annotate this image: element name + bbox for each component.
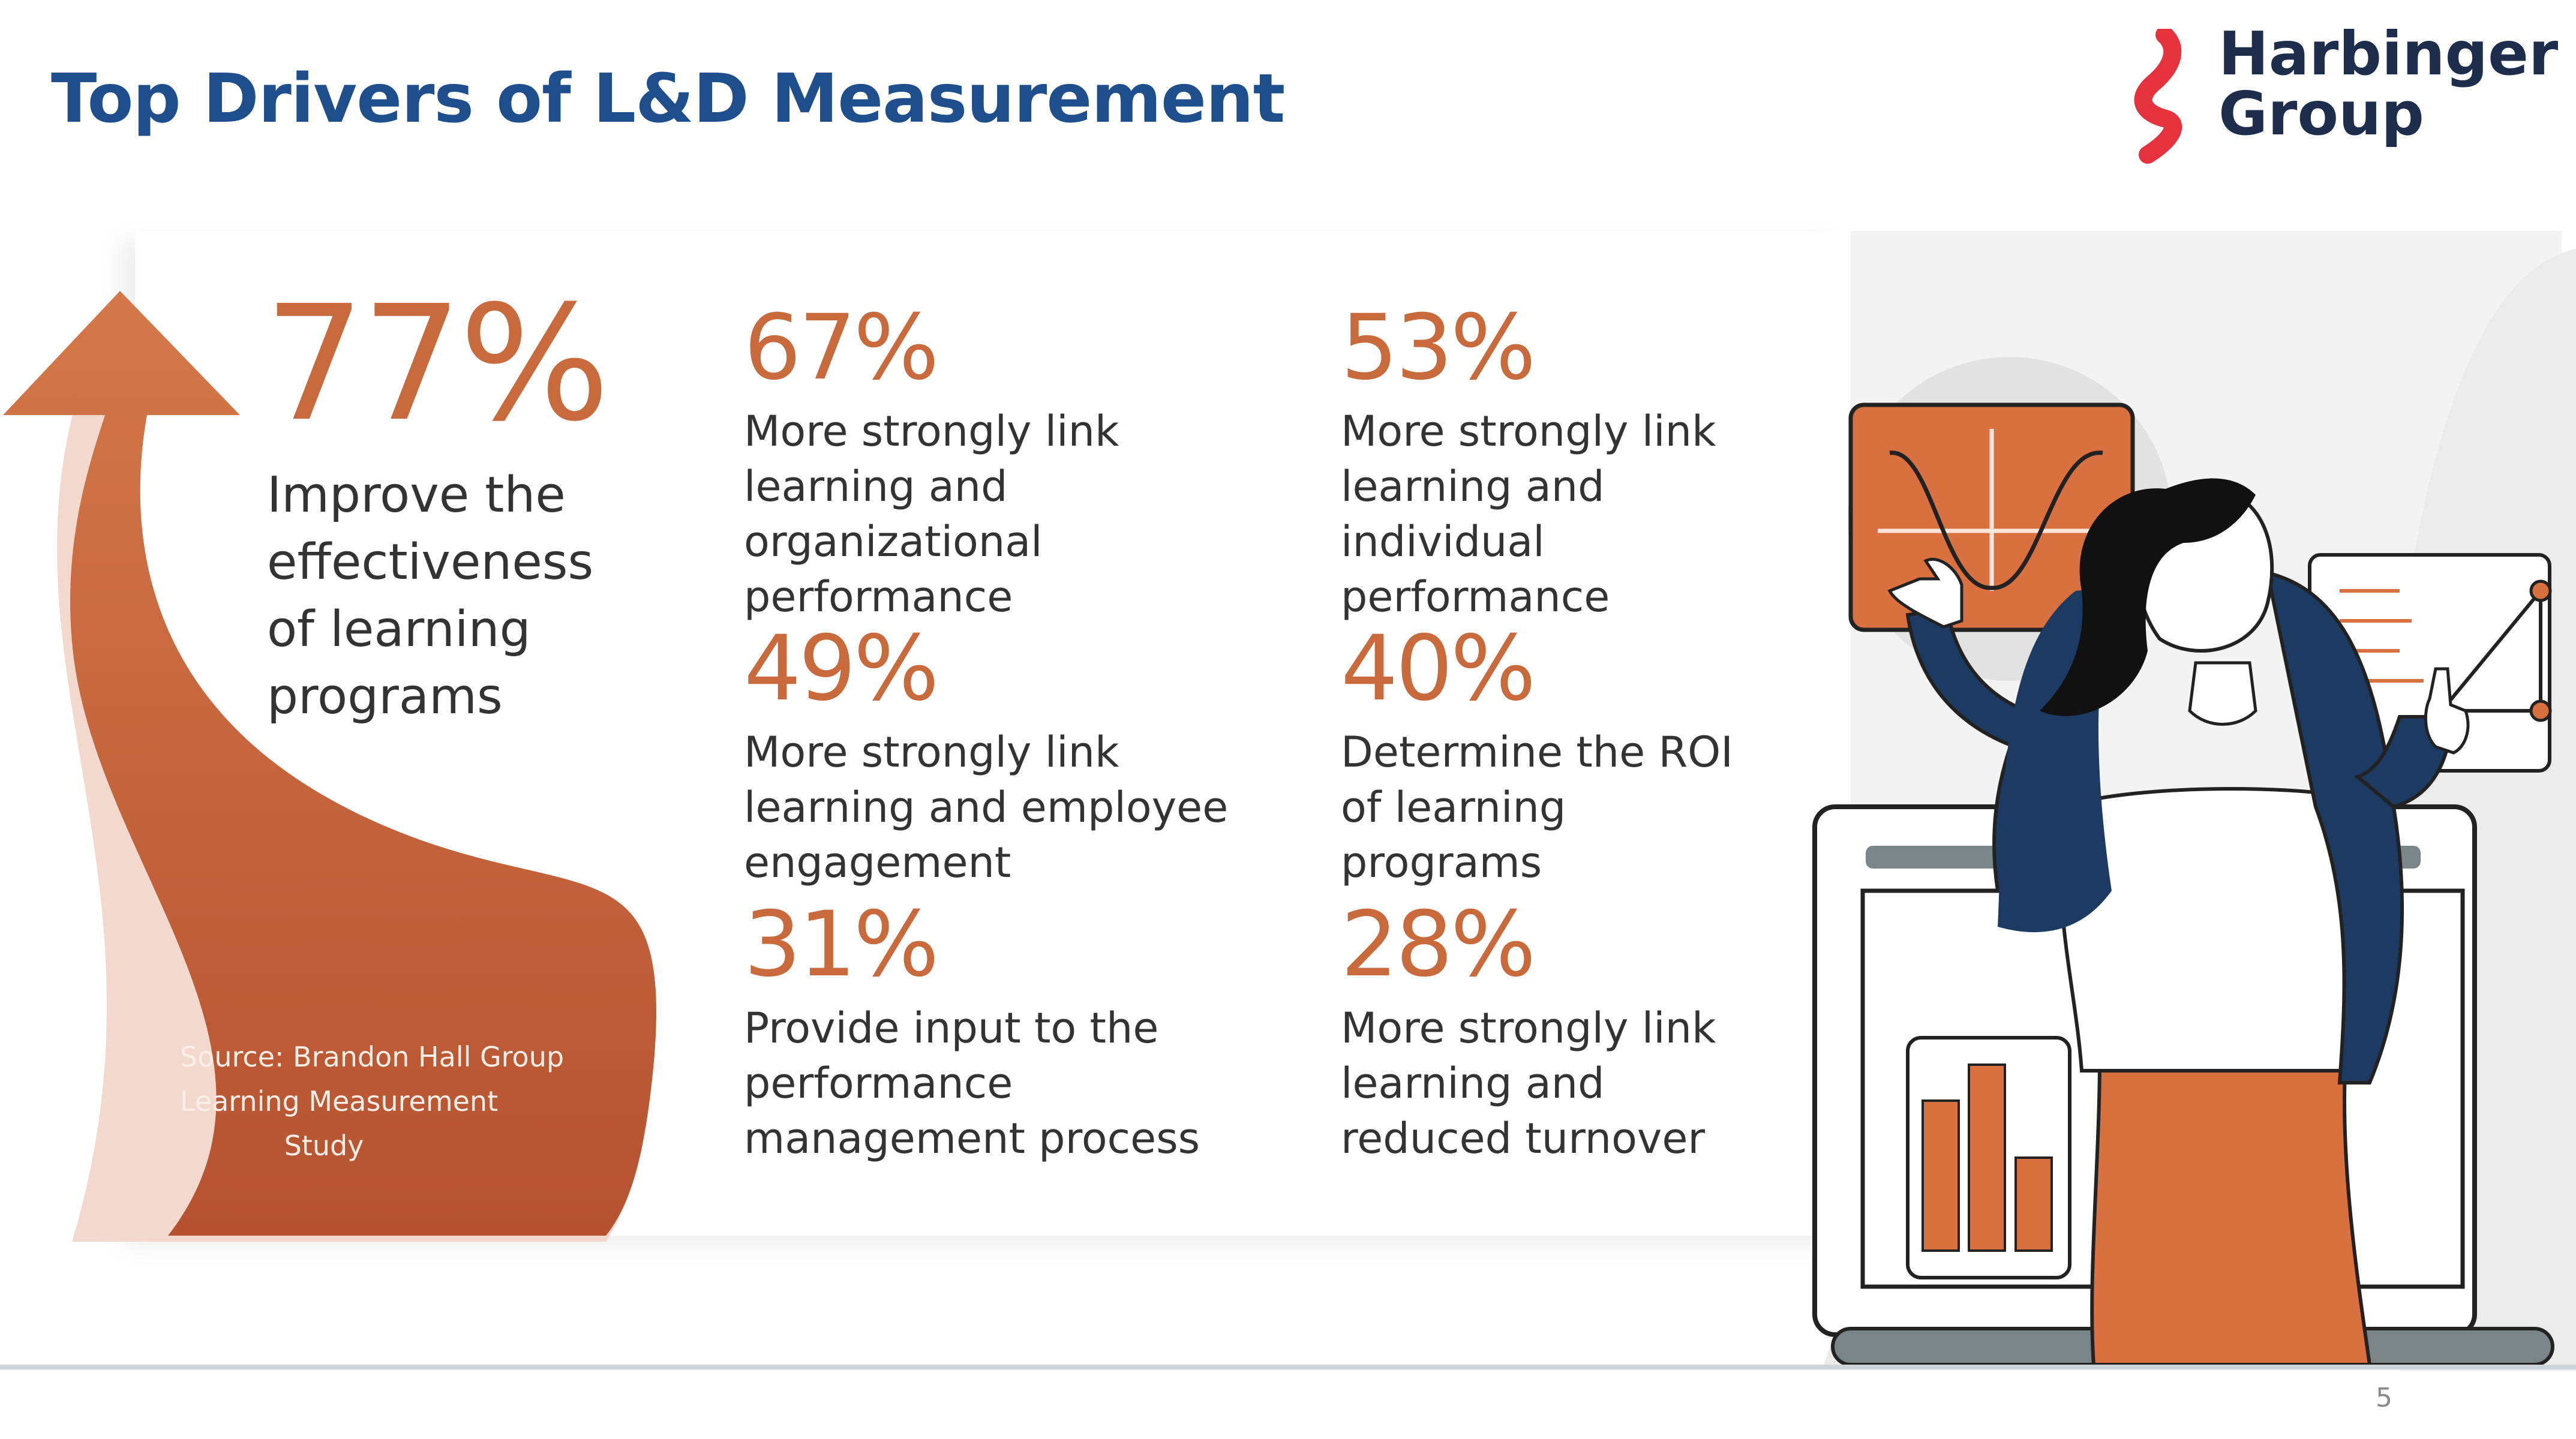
stat-item: 28% More strongly link learning and redu… [1341,900,1857,1166]
slide-title: Top Drivers of L&D Measurement [51,60,1285,138]
stat-description: More strongly link learning and reduced … [1341,1004,1716,1163]
stat-item: 40% Determine the ROI of learning progra… [1341,624,1857,890]
growth-arrow-icon [3,291,656,1242]
footer-divider [0,1365,2576,1369]
bar-chart-icon [1906,1036,2071,1279]
stat-item: 53% More strongly link learning and indi… [1341,303,1857,624]
stat-description: Determine the ROI of learning programs [1341,728,1733,887]
stat-item: 49% More strongly link learning and empl… [744,624,1260,890]
source-line3: Study [284,1129,364,1162]
stat-value: 67% [744,296,939,400]
source-note: Source: Brandon Hall Group Learning Meas… [180,1035,564,1168]
page-number: 5 [2376,1383,2392,1413]
woman-presenting-illustration [1812,249,2576,1371]
stat-description: More strongly link learning and individu… [1341,407,1716,621]
stat-value: 49% [744,617,939,721]
stat-description: Provide input to the performance managem… [744,1004,1200,1163]
logo-line2: Group [2218,79,2424,149]
logo-line1: Harbinger [2218,19,2559,89]
headline-stat-value: 77% [264,272,610,456]
woman-figure-icon [1887,478,2470,1366]
stat-value: 28% [1341,893,1536,997]
stat-value: 53% [1341,296,1536,400]
harbinger-logo: Harbinger Group [2118,24,2558,174]
logo-mark-icon [2134,29,2182,164]
stat-item: 31% Provide input to the performance man… [744,900,1260,1166]
stat-value: 31% [744,893,939,997]
source-line2: Learning Measurement [180,1085,499,1117]
stat-item: 67% More strongly link learning and orga… [744,303,1260,624]
stat-value: 40% [1341,617,1536,721]
graph-card-icon [1848,402,2135,632]
stat-description: More strongly link learning and employee… [744,728,1229,887]
stat-description: More strongly link learning and organiza… [744,407,1119,621]
headline-stat-description: Improve the effectiveness of learning pr… [267,467,594,725]
source-line1: Source: Brandon Hall Group [180,1041,565,1073]
